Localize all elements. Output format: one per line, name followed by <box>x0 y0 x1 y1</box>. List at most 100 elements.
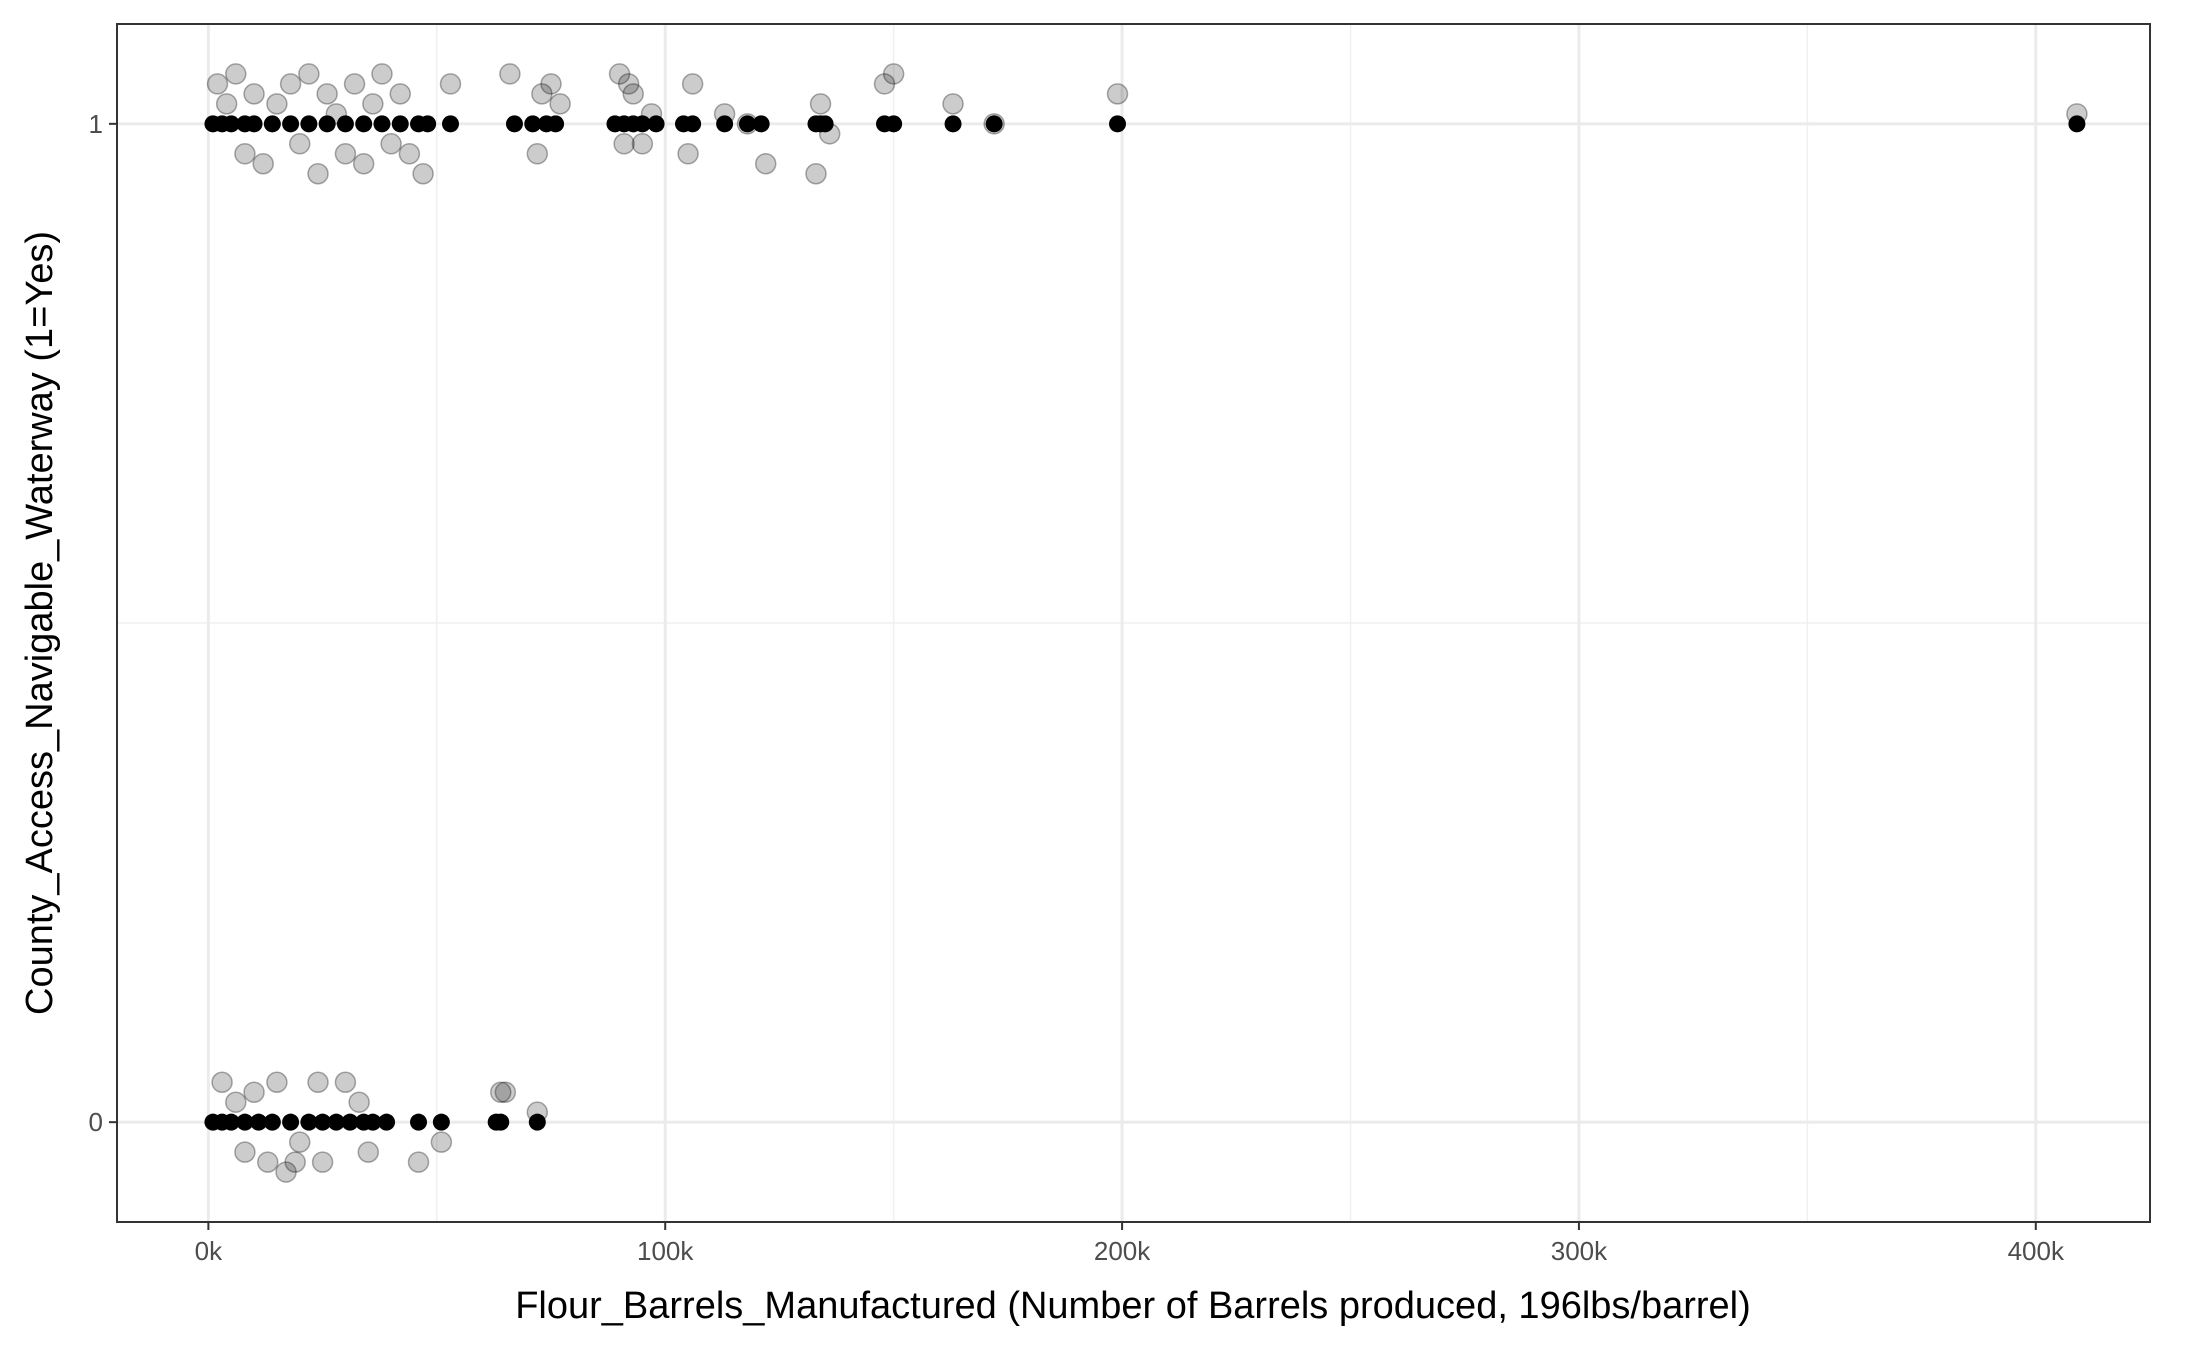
observed-point <box>882 63 905 85</box>
predicted-point <box>633 115 651 133</box>
plot-border <box>116 23 2151 1223</box>
predicted-point <box>391 115 409 133</box>
observed-point <box>288 133 311 155</box>
y-tick-label: 0 <box>89 1107 103 1137</box>
predicted-point <box>885 115 903 133</box>
y-axis-title: County_Access_Navigable_Waterway (1=Yes) <box>19 231 61 1015</box>
x-tick-label: 200k <box>1094 1236 1151 1266</box>
observed-point <box>288 1131 311 1153</box>
observed-point <box>215 93 238 115</box>
predicted-point <box>355 115 373 133</box>
x-tick-label: 100k <box>637 1236 694 1266</box>
observed-point <box>490 1081 512 1103</box>
y-tick-label: 1 <box>89 109 103 139</box>
observed-point <box>942 93 964 115</box>
observed-point <box>371 63 393 85</box>
observed-point <box>754 153 777 175</box>
observed-point <box>362 93 384 115</box>
observed-point <box>298 63 320 85</box>
predicted-point <box>944 115 962 133</box>
observed-point <box>805 163 827 185</box>
observed-point <box>225 1091 247 1113</box>
major-gridlines <box>117 24 2150 1222</box>
observed-point <box>266 93 288 115</box>
predicted-point <box>336 115 354 133</box>
observed-point <box>311 1151 334 1173</box>
observed-point <box>613 133 635 155</box>
observed-point <box>307 1071 329 1093</box>
predicted-point <box>716 115 734 133</box>
predicted-point <box>419 115 437 133</box>
predicted-point <box>250 1113 268 1131</box>
observed-point <box>494 1081 517 1103</box>
observed-point <box>677 143 699 165</box>
observed-point <box>225 63 247 85</box>
x-tick-label: 400k <box>2008 1236 2065 1266</box>
predicted-point <box>282 1113 300 1131</box>
observed-point <box>430 1131 453 1153</box>
predicted-point <box>282 115 300 133</box>
observed-point <box>622 83 644 105</box>
observed-point <box>279 73 302 95</box>
predicted-point <box>738 115 756 133</box>
observed-point <box>617 73 640 95</box>
observed-point <box>307 163 329 185</box>
predicted-point <box>752 115 770 133</box>
observed-point <box>499 63 521 85</box>
observed-point <box>275 1161 297 1183</box>
observed-point <box>334 143 357 165</box>
predicted-point <box>985 115 1003 133</box>
predicted-point <box>318 115 336 133</box>
x-tick-label: 0k <box>195 1236 223 1266</box>
observed-point <box>334 1071 357 1093</box>
observed-point <box>439 73 462 95</box>
observed-point <box>243 83 265 105</box>
predicted-point <box>245 115 263 133</box>
predicted-point <box>378 1113 396 1131</box>
observed-point <box>257 1151 279 1173</box>
observed-point <box>316 83 338 105</box>
predicted-point <box>300 115 318 133</box>
predicted-point <box>524 115 542 133</box>
observed-point <box>357 1141 380 1163</box>
predicted-point <box>647 115 665 133</box>
predicted-point <box>505 115 523 133</box>
observed-point <box>389 83 411 105</box>
observed-point <box>398 143 421 165</box>
predicted-point <box>222 1113 240 1131</box>
predicted-point <box>373 115 391 133</box>
predicted-point <box>222 115 240 133</box>
predicted-point <box>816 115 834 133</box>
observed-point <box>234 1141 256 1163</box>
observed-point <box>348 1091 370 1113</box>
observed-point <box>631 133 654 155</box>
data-points <box>204 63 2088 1183</box>
predicted-point <box>300 1113 318 1131</box>
observed-point <box>234 143 256 165</box>
predicted-point <box>2068 115 2086 133</box>
predicted-point <box>684 115 702 133</box>
observed-point <box>540 73 562 95</box>
observed-point <box>243 1081 265 1103</box>
predicted-point <box>314 1113 332 1131</box>
observed-point <box>380 133 402 155</box>
observed-point <box>407 1151 430 1173</box>
predicted-point <box>236 1113 254 1131</box>
predicted-point <box>528 1113 546 1131</box>
observed-point <box>284 1151 306 1173</box>
observed-point <box>549 93 571 115</box>
predicted-point <box>432 1113 450 1131</box>
predicted-point <box>1109 115 1127 133</box>
observed-point <box>873 73 896 95</box>
x-tick-label: 300k <box>1551 1236 1608 1266</box>
observed-point <box>352 153 375 175</box>
predicted-point <box>263 115 281 133</box>
observed-point <box>343 73 366 95</box>
observed-point <box>809 93 832 115</box>
predicted-point <box>263 1113 281 1131</box>
predicted-point <box>364 1113 382 1131</box>
observed-point <box>412 163 434 185</box>
predicted-point <box>341 1113 359 1131</box>
observed-point <box>1106 83 1129 105</box>
